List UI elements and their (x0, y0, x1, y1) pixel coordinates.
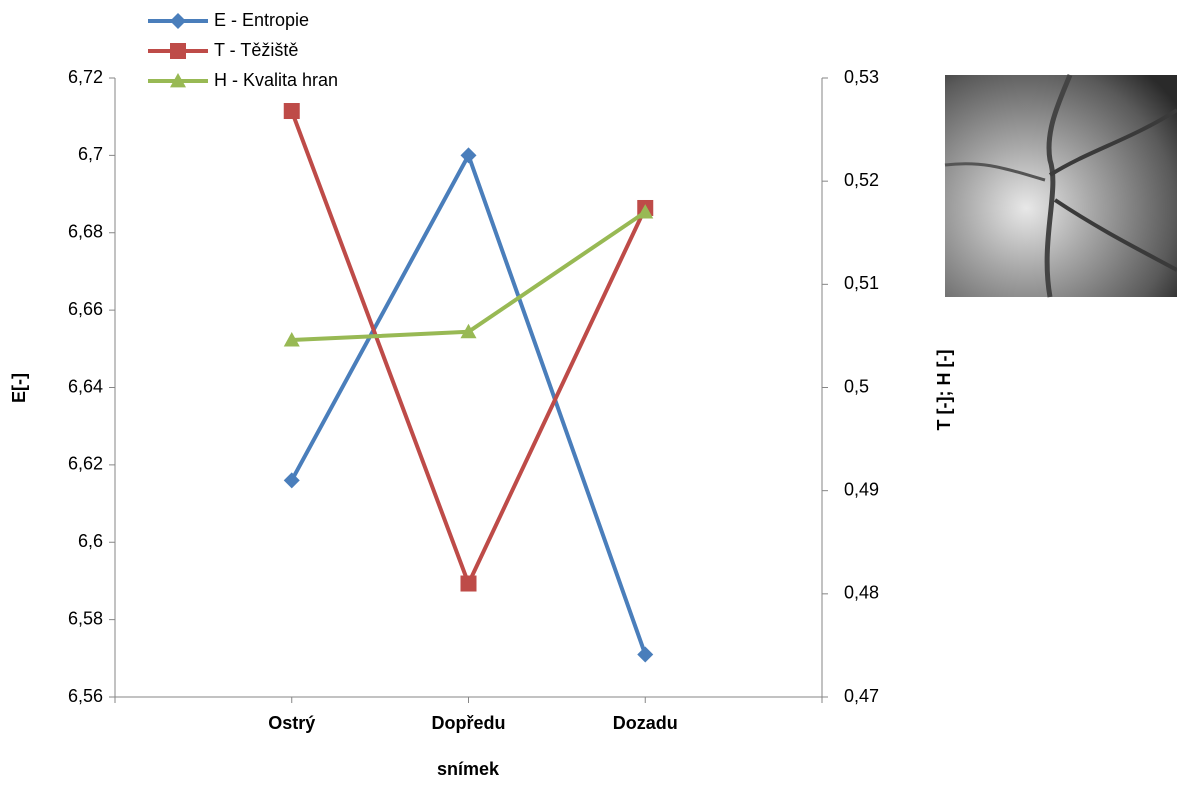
marker (283, 472, 300, 489)
y2-axis-title: T [-]; H [-] (934, 350, 954, 431)
x-tick-label: Dopředu (432, 713, 506, 733)
y-tick-label: 6,58 (68, 608, 103, 628)
marker (170, 13, 186, 29)
y2-tick-label: 0,5 (844, 376, 869, 396)
marker (637, 204, 654, 219)
y-tick-label: 6,64 (68, 376, 103, 396)
marker (283, 332, 300, 347)
marker (460, 323, 477, 339)
marker (283, 103, 300, 120)
legend-label: E - Entropie (214, 10, 309, 30)
x-axis-title: snímek (437, 759, 500, 779)
y-tick-label: 6,72 (68, 67, 103, 87)
marker (170, 73, 186, 88)
y-tick-label: 6,66 (68, 299, 103, 319)
marker (460, 147, 477, 164)
marker (637, 646, 654, 663)
y-tick-label: 6,56 (68, 686, 103, 706)
y-tick-label: 6,7 (78, 144, 103, 164)
y2-tick-label: 0,48 (844, 583, 879, 603)
y-axis-title: E[-] (9, 373, 29, 403)
y2-tick-label: 0,53 (844, 67, 879, 87)
x-tick-label: Ostrý (268, 713, 315, 733)
y2-tick-label: 0,51 (844, 273, 879, 293)
fundus-image (944, 74, 1177, 298)
x-tick-label: Dozadu (613, 713, 678, 733)
series-line (289, 110, 648, 586)
y2-tick-label: 0,49 (844, 479, 879, 499)
marker (170, 43, 186, 59)
y-tick-label: 6,6 (78, 531, 103, 551)
y2-tick-label: 0,52 (844, 170, 879, 190)
y-tick-label: 6,62 (68, 454, 103, 474)
legend-label: T - Těžiště (214, 40, 298, 60)
legend-label: H - Kvalita hran (214, 70, 338, 90)
y2-tick-label: 0,47 (844, 686, 879, 706)
marker (460, 575, 477, 592)
y-tick-label: 6,68 (68, 222, 103, 242)
